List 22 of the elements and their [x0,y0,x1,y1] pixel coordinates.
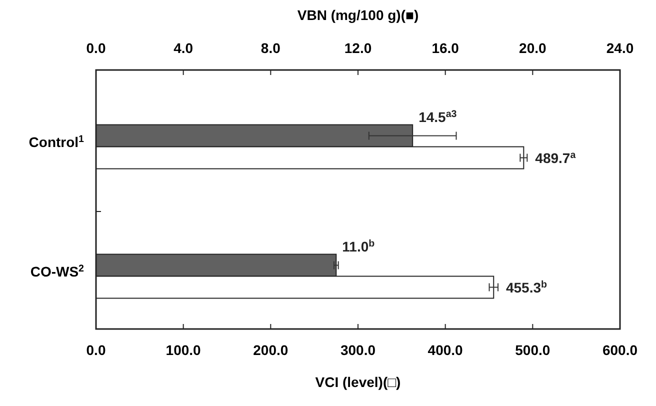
x2-axis-title: VBN (mg/100 g)(■) [297,7,419,23]
x-tick-label: 400.0 [428,342,464,358]
y-tick-label: Control$^{1}$ [28,133,85,150]
x-tick-label: 500.0 [515,342,550,358]
y-tick-label: CO-WS$^{2}$ [30,262,85,280]
data-label: 455.3$^{b}$ [506,278,548,296]
x2-tick-label: 12.0 [344,40,372,56]
x-tick-label: 200.0 [253,342,288,358]
data-label: 14.5$^{a3}$ [418,108,458,125]
data-label: 489.7$^{a}$ [535,149,576,166]
x-tick-label: 0.0 [86,342,106,358]
x2-tick-label: 4.0 [174,40,194,56]
x-tick-label: 100.0 [166,342,202,358]
x2-tick-label: 16.0 [432,40,460,56]
x-tick-label: 300.0 [340,342,376,358]
x2-tick-label: 8.0 [260,40,281,56]
x2-tick-label: 24.0 [606,40,634,56]
x2-tick-label: 0.0 [86,40,106,56]
data-label: 11.0$^{b}$ [342,238,375,254]
x-tick-label: 600.0 [602,342,638,358]
x2-tick-label: 20.0 [519,40,547,56]
x-axis-title: VCI (level)(□) [315,374,401,390]
